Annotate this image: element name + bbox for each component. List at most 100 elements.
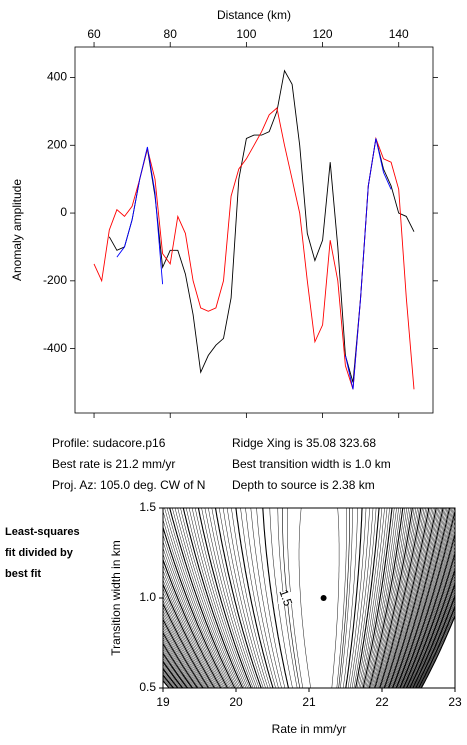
contour-line [240,508,377,688]
contour-line [163,559,455,688]
contour-line [163,509,455,688]
y-tick-label: 0 [60,205,67,219]
y-tick-label: 1.0 [139,590,156,604]
contour-line [163,508,438,688]
top-x-title: Distance (km) [217,8,291,22]
y-tick-label: 1.5 [139,500,156,514]
contour-line [277,508,353,688]
contour-line [169,508,422,688]
info-text: Depth to source is 2.38 km [232,478,375,492]
contour-line [163,548,455,688]
info-text: Best transition width is 1.0 km [232,457,391,471]
contour-line [208,508,397,688]
contour-label-bg [278,592,293,604]
contour-line [174,508,418,688]
contour-line [214,508,393,688]
info-text: Best rate is 21.2 mm/yr [52,457,175,471]
side-note: fit divided by [5,547,74,559]
contour-line [163,515,455,688]
y-tick-label: -400 [43,341,67,355]
contour-line [163,545,455,688]
x-tick-label: 19 [156,695,170,709]
contour-line [163,508,433,688]
contour-line [226,508,385,688]
contour-line [163,551,455,688]
contour-line [163,524,455,688]
contour-line [218,508,390,688]
plot-frame [74,46,434,414]
contour-line [191,508,408,688]
contour-line [163,562,455,688]
contour-line [163,565,455,688]
contour-y-label: Transition width in km [109,540,123,656]
contour-line [163,508,435,688]
contour-line [211,508,395,688]
contour-label: 1.5 [276,587,295,608]
contour-line [163,532,455,688]
x-tick-label: 140 [389,27,409,41]
y-tick-label: -200 [43,273,67,287]
contour-line [163,508,437,688]
contour-line [163,508,430,688]
contour-x-label: Rate in mm/yr [272,722,347,736]
contour-line [163,541,455,688]
contour-line [262,508,363,688]
contour-line [163,508,428,688]
contours [163,508,455,688]
contour-line [172,508,420,688]
contour-line [163,508,455,688]
x-tick-label: 80 [164,27,178,41]
contour-line [256,508,367,688]
contour-line [201,508,402,688]
contour-line [185,508,411,688]
contour-line [287,508,347,688]
x-tick-label: 21 [302,695,316,709]
contour-line [245,508,374,688]
contour-line [163,508,454,688]
contour-line [163,555,455,688]
x-tick-label: 60 [87,27,101,41]
y-tick-label: 400 [47,70,67,84]
contour-line [182,508,413,688]
info-text: Profile: sudacore.p16 [52,436,166,450]
contour-line [163,508,445,688]
data-line [93,107,415,390]
contour-line [298,508,340,688]
contour-line [204,508,399,688]
data-line [108,69,415,383]
x-tick-label: 20 [229,695,243,709]
contour-line [166,508,423,688]
contour-line [188,508,409,688]
contour-line [163,508,448,688]
x-tick-label: 120 [313,27,333,41]
info-text: Ridge Xing is 35.08 323.68 [232,436,376,450]
contour-line [197,508,404,688]
contour-line [163,519,455,688]
x-tick-label: 100 [236,27,256,41]
contour-line [163,508,440,688]
contour-line [163,537,455,688]
contour-line [163,508,434,688]
side-note: best fit [5,568,41,580]
contour-line [164,508,425,688]
x-tick-label: 22 [375,695,389,709]
best-fit-point [320,595,327,601]
contour-line [180,508,415,688]
x-tick-label: 23 [448,695,462,709]
y-tick-label: 200 [47,137,67,151]
contour-line [163,508,453,688]
contour-line [163,508,442,688]
contour-line [231,508,383,688]
side-note: Least-squares [5,526,80,538]
contour-line [163,508,431,688]
contour-line [163,508,426,688]
contour-line [235,508,380,688]
contour-line [163,508,446,688]
contour-line [163,508,451,688]
y-axis-label: Anomaly amplitude [10,179,24,281]
contour-line [250,508,370,688]
contour-line [163,508,452,688]
contour-line [163,508,444,688]
data-line [116,138,392,390]
